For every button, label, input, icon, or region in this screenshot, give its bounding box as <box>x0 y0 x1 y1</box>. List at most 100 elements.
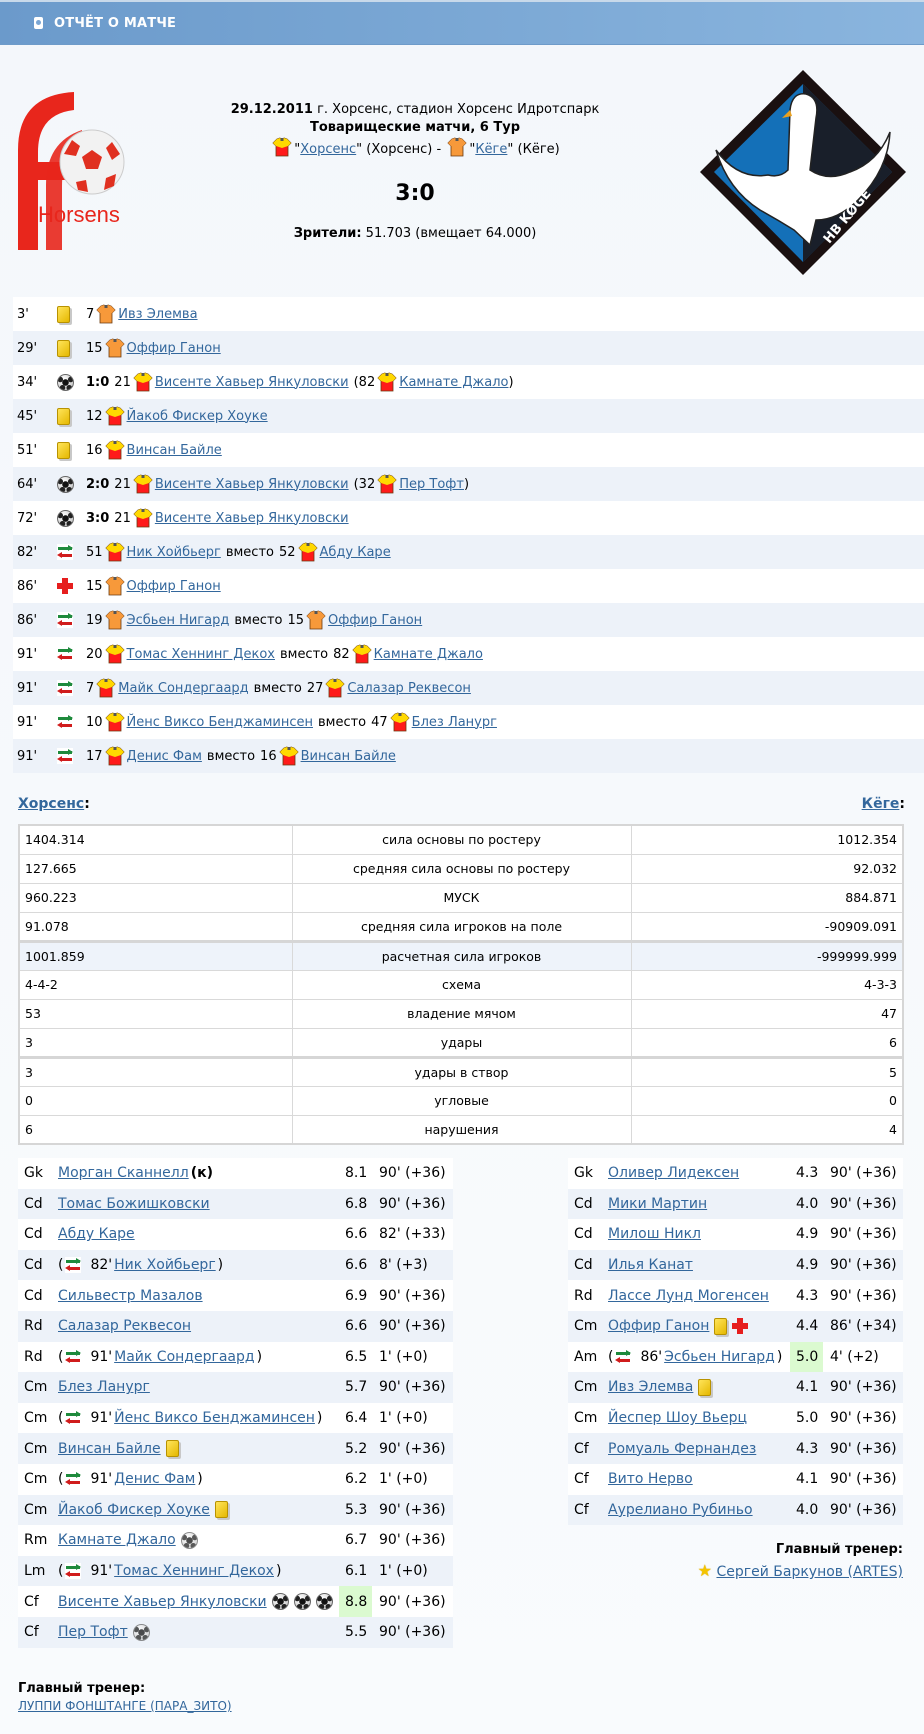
player-minutes: 90' (+36) <box>830 1226 897 1243</box>
away-coach-link[interactable]: Сергей Баркунов (ARTES) <box>716 1564 903 1580</box>
stat-label: удары в створ <box>291 1056 632 1087</box>
player-link[interactable]: Эсбьен Нигард <box>664 1348 775 1365</box>
event-minute: 72' <box>17 510 38 526</box>
player-link[interactable]: Висенте Хавьер Янкуловски <box>154 476 349 492</box>
home-stat: 53 <box>18 998 293 1029</box>
home-team-link[interactable]: Хорсенс <box>18 796 85 812</box>
lineup-row: Rd Салазар Реквесон 6.6 90' (+36) <box>18 1310 453 1342</box>
away-team-link[interactable]: Кёге <box>475 142 508 157</box>
out-player-link[interactable]: Блез Ланург <box>411 714 497 730</box>
player-link[interactable]: Томас Божишковски <box>58 1195 210 1212</box>
player-link[interactable]: Денис Фам <box>114 1471 196 1488</box>
away-stat: 6 <box>630 1027 904 1059</box>
player-link[interactable]: Ник Хойбьерг <box>114 1257 216 1274</box>
away-stat: 0 <box>630 1085 904 1116</box>
player-rating: 6.6 <box>345 1257 368 1274</box>
lineup-row: Gk Морган Сканнелл (к) 8.1 90' (+36) <box>18 1158 453 1189</box>
player-rating: 6.6 <box>345 1318 368 1335</box>
away-team-link[interactable]: Кёге <box>861 796 900 812</box>
out-player-link[interactable]: Абду Каре <box>319 544 391 560</box>
player-rating: 6.2 <box>345 1471 368 1488</box>
assist-player-link[interactable]: Камнате Джало <box>399 374 509 390</box>
out-player-link[interactable]: Камнате Джало <box>373 646 483 662</box>
player-number: 21 <box>114 374 131 390</box>
yellow-card-icon <box>57 305 70 323</box>
player-link[interactable]: Висенте Хавьер Янкуловски <box>154 374 349 390</box>
player-link[interactable]: Йакоб Фискер Хоуке <box>126 408 268 424</box>
player-link[interactable]: Йенс Виксо Бенджаминсен <box>126 714 313 730</box>
player-link[interactable]: Сильвестр Мазалов <box>58 1287 203 1304</box>
player-position: Cf <box>574 1471 589 1488</box>
event-row: 3' 7 Ивз Элемва <box>13 297 924 331</box>
stats-row: 1404.314 сила основы по ростеру 1012.354 <box>18 824 904 855</box>
player-link[interactable]: Оффир Ганон <box>126 340 221 356</box>
player-link[interactable]: Висенте Хавьер Янкуловски <box>154 510 349 526</box>
player-link[interactable]: Оффир Ганон <box>608 1318 710 1335</box>
player-link[interactable]: Абду Каре <box>58 1226 135 1243</box>
player-link[interactable]: Илья Канат <box>608 1257 693 1274</box>
player-link[interactable]: Денис Фам <box>126 748 202 764</box>
player-link[interactable]: Ивз Элемва <box>608 1379 694 1396</box>
player-link[interactable]: Майк Сондергаард <box>118 680 249 696</box>
player-link[interactable]: Ник Хойбьерг <box>126 544 221 560</box>
player-link[interactable]: Йакоб Фискер Хоуке <box>58 1501 210 1518</box>
player-link[interactable]: Эсбьен Нигард <box>126 612 230 628</box>
match-date-venue: 29.12.2011 г. Хорсенс, стадион Хорсенс И… <box>230 102 600 117</box>
player-link[interactable]: Винсан Байле <box>58 1440 161 1457</box>
yellow-card-icon <box>57 339 70 357</box>
lineup-row: Cm(91' Денис Фам ) 6.2 1' (+0) <box>18 1463 453 1495</box>
instead-label: вместо <box>279 646 329 662</box>
player-link[interactable]: Камнате Джало <box>58 1532 176 1549</box>
player-position: Lm <box>24 1563 46 1580</box>
player-link[interactable]: Ивз Элемва <box>118 306 198 322</box>
out-player-number: 16 <box>260 748 277 764</box>
event-row: 51' 16 Винсан Байле <box>13 433 924 467</box>
player-link[interactable]: Салазар Реквесон <box>58 1318 192 1335</box>
player-position: Cd <box>574 1195 593 1212</box>
player-link[interactable]: Морган Сканнелл <box>58 1165 189 1182</box>
away-stat: 5 <box>630 1056 904 1087</box>
player-link[interactable]: Оффир Ганон <box>126 578 221 594</box>
substitution-icon <box>57 714 73 730</box>
out-player-number: 52 <box>278 544 296 560</box>
event-row: 91' 7 Майк Сондергаард вместо 27 Салазар Рекв… <box>13 671 924 705</box>
player-link[interactable]: Висенте Хавьер Янкуловски <box>58 1593 267 1610</box>
out-player-link[interactable]: Оффир Ганон <box>328 612 423 628</box>
substitution-icon <box>57 680 73 696</box>
player-link[interactable]: Лассе Лунд Могенсен <box>608 1287 769 1304</box>
player-link[interactable]: Томас Хеннинг Декох <box>126 646 275 662</box>
stat-label: удары <box>291 1027 632 1059</box>
player-link[interactable]: Пер Тофт <box>58 1624 128 1641</box>
event-row: 72' 3:0 21 Висенте Хавьер Янкуловски <box>13 501 924 535</box>
substitution-icon <box>65 1257 82 1274</box>
player-link[interactable]: Йеспер Шоу Вьерц <box>608 1410 748 1427</box>
stats-row: 3 удары 6 <box>18 1027 904 1059</box>
out-player-link[interactable]: Винсан Байле <box>300 748 396 764</box>
assist-player-link[interactable]: Пер Тофт <box>399 476 464 492</box>
player-link[interactable]: Оливер Лидексен <box>608 1165 740 1182</box>
player-link[interactable]: Йенс Виксо Бенджаминсен <box>114 1410 315 1427</box>
home-shirt-icon <box>352 644 372 664</box>
player-minutes: 90' (+36) <box>830 1410 897 1427</box>
player-link[interactable]: Милош Никл <box>608 1226 701 1243</box>
event-minute: 91' <box>17 748 38 764</box>
player-position: Cf <box>574 1440 589 1457</box>
player-minutes: 90' (+36) <box>830 1440 897 1457</box>
player-link[interactable]: Блез Ланург <box>58 1379 150 1396</box>
player-position: Cd <box>574 1257 593 1274</box>
out-player-link[interactable]: Салазар Реквесон <box>347 680 471 696</box>
home-team-link[interactable]: Хорсенс <box>300 142 357 157</box>
player-rating: 4.3 <box>796 1287 819 1304</box>
away-team-heading: Кёге: <box>861 796 905 812</box>
player-position: Cm <box>24 1410 48 1427</box>
player-link[interactable]: Майк Сондергаард <box>114 1348 255 1365</box>
player-link[interactable]: Мики Мартин <box>608 1195 708 1212</box>
player-link[interactable]: Томас Хеннинг Декох <box>114 1563 274 1580</box>
player-link[interactable]: Ромуаль Фернандез <box>608 1440 757 1457</box>
player-link[interactable]: Винсан Байле <box>126 442 222 458</box>
player-link[interactable]: Вито Нерво <box>608 1471 693 1488</box>
sub-minute: 86' <box>640 1348 663 1365</box>
home-coach-link[interactable]: ЛУППИ ФОНШТАНГЕ (ПАРА_ЗИТО) <box>18 1699 232 1713</box>
away-shirt-icon <box>104 338 125 358</box>
player-link[interactable]: Аурелиано Рубиньо <box>608 1501 753 1518</box>
